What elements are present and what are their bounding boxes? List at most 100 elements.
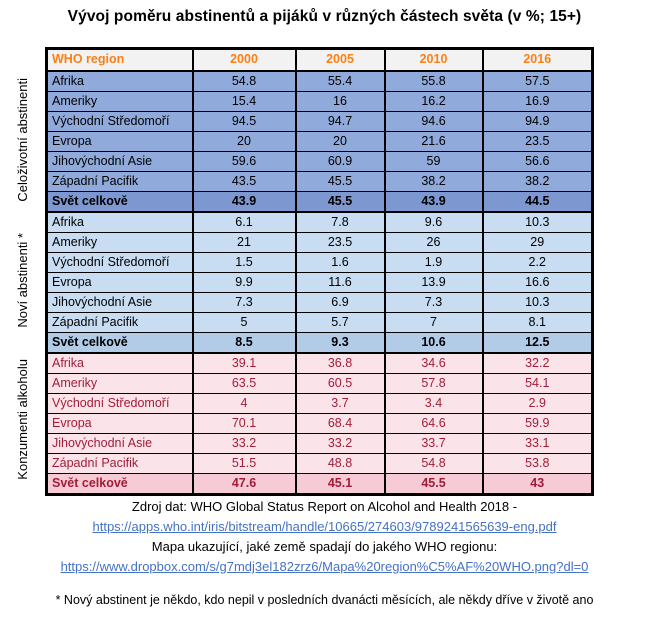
region-cell: Ameriky <box>45 232 194 253</box>
region-cell: Východní Středomoří <box>45 393 194 414</box>
group-label-text: Noví abstinenti * <box>15 232 30 328</box>
table-body: Afrika 54.8 55.4 55.8 57.5 Ameriky 15.4 16 16.2 1… <box>45 70 594 495</box>
value-cell: 34.6 <box>383 352 484 374</box>
value-cell: 5 <box>191 312 297 333</box>
region-cell: Svět celkově <box>45 191 194 213</box>
region-cell: Ameriky <box>45 373 194 394</box>
value-cell: 4 <box>191 393 297 414</box>
table-row: Svět celkově 43.9 45.5 43.9 44.5 <box>45 191 594 213</box>
region-cell: Afrika <box>45 211 194 233</box>
value-cell: 29 <box>481 232 594 253</box>
footer: Zdroj dat: WHO Global Status Report on A… <box>0 497 649 609</box>
value-cell: 94.6 <box>383 111 484 132</box>
table-row: Východní Středomoří 4 3.7 3.4 2.9 <box>45 393 594 414</box>
region-cell: Afrika <box>45 352 194 374</box>
value-cell: 57.8 <box>383 373 484 394</box>
value-cell: 3.4 <box>383 393 484 414</box>
value-cell: 45.5 <box>294 191 386 213</box>
table-row: Afrika 54.8 55.4 55.8 57.5 <box>45 70 594 92</box>
table-head-row: WHO region 2000 2005 2010 2016 <box>45 48 594 72</box>
value-cell: 9.6 <box>383 211 484 233</box>
region-cell: Evropa <box>45 272 194 293</box>
value-cell: 16.6 <box>481 272 594 293</box>
value-cell: 9.3 <box>294 332 386 354</box>
value-cell: 32.2 <box>481 352 594 374</box>
value-cell: 33.2 <box>294 433 386 454</box>
col-header-year-2000: 2000 <box>191 48 297 72</box>
value-cell: 60.5 <box>294 373 386 394</box>
value-cell: 55.8 <box>383 70 484 92</box>
table-row: Ameriky 15.4 16 16.2 16.9 <box>45 91 594 112</box>
value-cell: 16.2 <box>383 91 484 112</box>
footnote: * Nový abstinent je někdo, kdo nepil v p… <box>55 593 594 607</box>
value-cell: 7.8 <box>294 211 386 233</box>
table-row: Afrika 6.1 7.8 9.6 10.3 <box>45 211 594 233</box>
value-cell: 16 <box>294 91 386 112</box>
value-cell: 54.8 <box>191 70 297 92</box>
value-cell: 47.6 <box>191 473 297 495</box>
value-cell: 7 <box>383 312 484 333</box>
page-title: Vývoj poměru abstinentů a pijáků v různý… <box>67 8 582 25</box>
region-cell: Afrika <box>45 70 194 92</box>
value-cell: 10.6 <box>383 332 484 354</box>
value-cell: 12.5 <box>481 332 594 354</box>
value-cell: 70.1 <box>191 413 297 434</box>
region-cell: Západní Pacifik <box>45 171 194 192</box>
value-cell: 3.7 <box>294 393 386 414</box>
value-cell: 39.1 <box>191 352 297 374</box>
value-cell: 45.1 <box>294 473 386 495</box>
map-link[interactable]: https://www.dropbox.com/s/g7mdj3el182zrz… <box>60 559 589 574</box>
col-header-year-2016: 2016 <box>481 48 594 72</box>
value-cell: 7.3 <box>191 292 297 313</box>
group-label-text: Konzumenti alkoholu <box>15 359 30 480</box>
value-cell: 94.5 <box>191 111 297 132</box>
region-cell: Svět celkově <box>45 332 194 354</box>
region-cell: Jihovýchodní Asie <box>45 292 194 313</box>
col-header-region: WHO region <box>45 48 194 72</box>
region-cell: Západní Pacifik <box>45 453 194 474</box>
table-row: Jihovýchodní Asie 59.6 60.9 59 56.6 <box>45 151 594 172</box>
value-cell: 26 <box>383 232 484 253</box>
source-link[interactable]: https://apps.who.int/iris/bitstream/hand… <box>92 519 557 534</box>
value-cell: 56.6 <box>481 151 594 172</box>
table-row: Evropa 70.1 68.4 64.6 59.9 <box>45 413 594 434</box>
region-cell: Jihovýchodní Asie <box>45 433 194 454</box>
table-row: Jihovýchodní Asie 33.2 33.2 33.7 33.1 <box>45 433 594 454</box>
value-cell: 60.9 <box>294 151 386 172</box>
value-cell: 43.9 <box>191 191 297 213</box>
value-cell: 48.8 <box>294 453 386 474</box>
value-cell: 55.4 <box>294 70 386 92</box>
value-cell: 10.3 <box>481 211 594 233</box>
value-cell: 1.9 <box>383 252 484 273</box>
col-header-year-2010: 2010 <box>383 48 484 72</box>
value-cell: 33.1 <box>481 433 594 454</box>
table-row: Evropa 20 20 21.6 23.5 <box>45 131 594 152</box>
value-cell: 20 <box>294 131 386 152</box>
region-cell: Jihovýchodní Asie <box>45 151 194 172</box>
value-cell: 59.9 <box>481 413 594 434</box>
value-cell: 16.9 <box>481 91 594 112</box>
value-cell: 43.9 <box>383 191 484 213</box>
value-cell: 23.5 <box>481 131 594 152</box>
table-row: Východní Středomoří 94.5 94.7 94.6 94.9 <box>45 111 594 132</box>
value-cell: 38.2 <box>481 171 594 192</box>
group-label-text: Celoživotní abstinenti <box>15 78 30 202</box>
value-cell: 23.5 <box>294 232 386 253</box>
table-row: Západní Pacifik 43.5 45.5 38.2 38.2 <box>45 171 594 192</box>
col-header-year-2005: 2005 <box>294 48 386 72</box>
value-cell: 5.7 <box>294 312 386 333</box>
value-cell: 43 <box>481 473 594 495</box>
map-line: Mapa ukazující, jaké země spadají do jak… <box>151 539 498 554</box>
region-cell: Východní Středomoří <box>45 111 194 132</box>
region-cell: Evropa <box>45 413 194 434</box>
region-cell: Ameriky <box>45 91 194 112</box>
value-cell: 1.5 <box>191 252 297 273</box>
value-cell: 9.9 <box>191 272 297 293</box>
value-cell: 8.1 <box>481 312 594 333</box>
value-cell: 2.9 <box>481 393 594 414</box>
region-cell: Evropa <box>45 131 194 152</box>
source-line: Zdroj dat: WHO Global Status Report on A… <box>131 499 518 514</box>
value-cell: 43.5 <box>191 171 297 192</box>
value-cell: 1.6 <box>294 252 386 273</box>
table-row: Jihovýchodní Asie 7.3 6.9 7.3 10.3 <box>45 292 594 313</box>
